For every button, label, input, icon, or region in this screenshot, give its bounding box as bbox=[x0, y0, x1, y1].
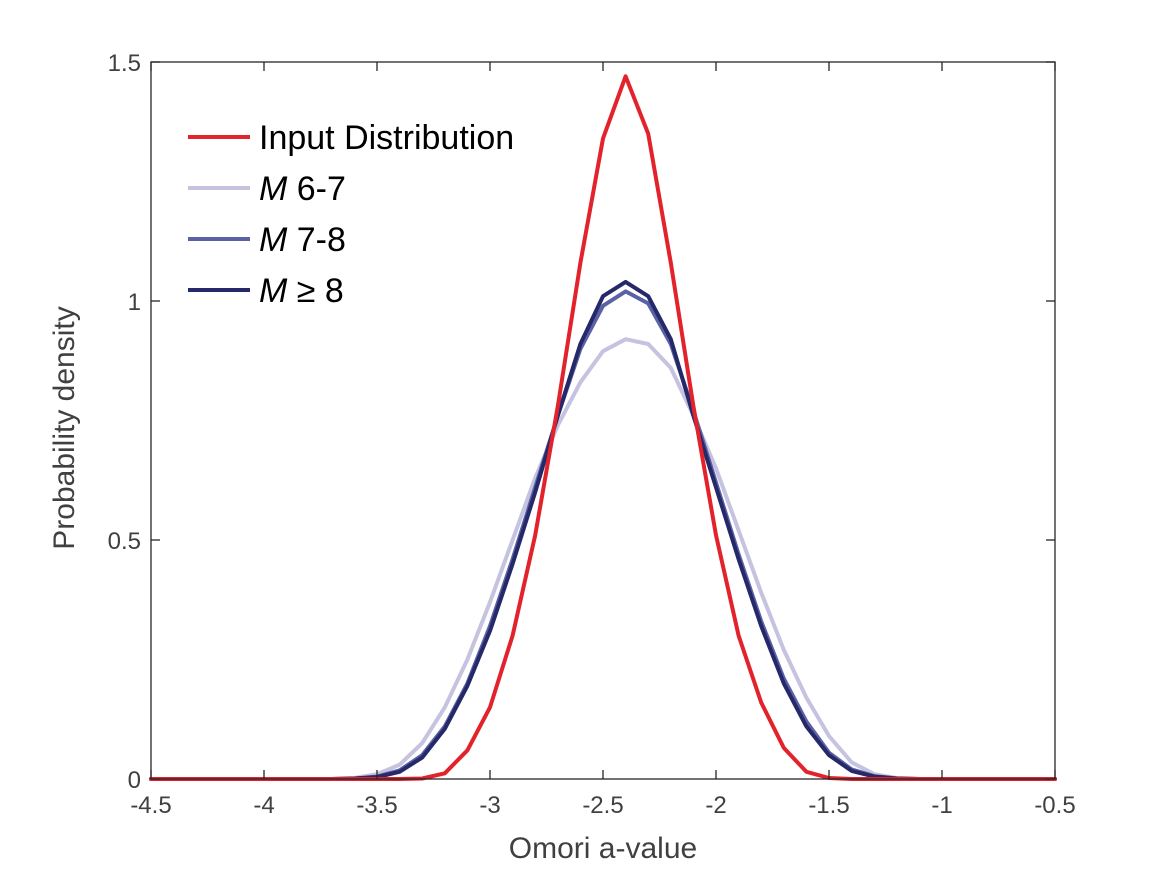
x-tick-label: -2 bbox=[705, 792, 726, 819]
legend-entry-2: M 7-8 bbox=[259, 221, 346, 259]
x-tick-label: -2.5 bbox=[582, 792, 623, 819]
x-tick-label: -4.5 bbox=[130, 792, 171, 819]
y-tick-label: 1.5 bbox=[108, 50, 141, 77]
legend-label: 7-8 bbox=[287, 221, 346, 259]
legend-italic-symbol: M bbox=[259, 221, 288, 259]
x-tick-label: -4 bbox=[253, 792, 274, 819]
x-tick-label: -1 bbox=[931, 792, 952, 819]
legend-label: ≥ 8 bbox=[287, 272, 343, 310]
legend-entry-0: Input Distribution bbox=[259, 119, 514, 157]
legend-italic-symbol: M bbox=[259, 170, 288, 208]
x-axis-label: Omori a-value bbox=[509, 832, 697, 865]
y-tick-label: 0 bbox=[128, 767, 141, 794]
legend-label: Input Distribution bbox=[259, 119, 514, 157]
y-tick-label: 0.5 bbox=[108, 528, 141, 555]
legend-label: 6-7 bbox=[287, 170, 346, 208]
x-tick-label: -3 bbox=[479, 792, 500, 819]
plot-background bbox=[151, 62, 1055, 779]
legend-entry-1: M 6-7 bbox=[259, 170, 346, 208]
legend-italic-symbol: M bbox=[259, 272, 288, 310]
tick-layer: -4.5 -4 -3.5 -3 -2.5 -2 -1.5 -1 -0.5 0 0.5 1 1.5 bbox=[108, 50, 1076, 819]
y-axis-label: Probability density bbox=[48, 306, 81, 549]
x-tick-label: -1.5 bbox=[808, 792, 849, 819]
x-tick-label: -3.5 bbox=[356, 792, 397, 819]
x-tick-label: -0.5 bbox=[1034, 792, 1075, 819]
legend-entry-3: M ≥ 8 bbox=[259, 272, 344, 310]
y-tick-label: 1 bbox=[128, 289, 141, 316]
